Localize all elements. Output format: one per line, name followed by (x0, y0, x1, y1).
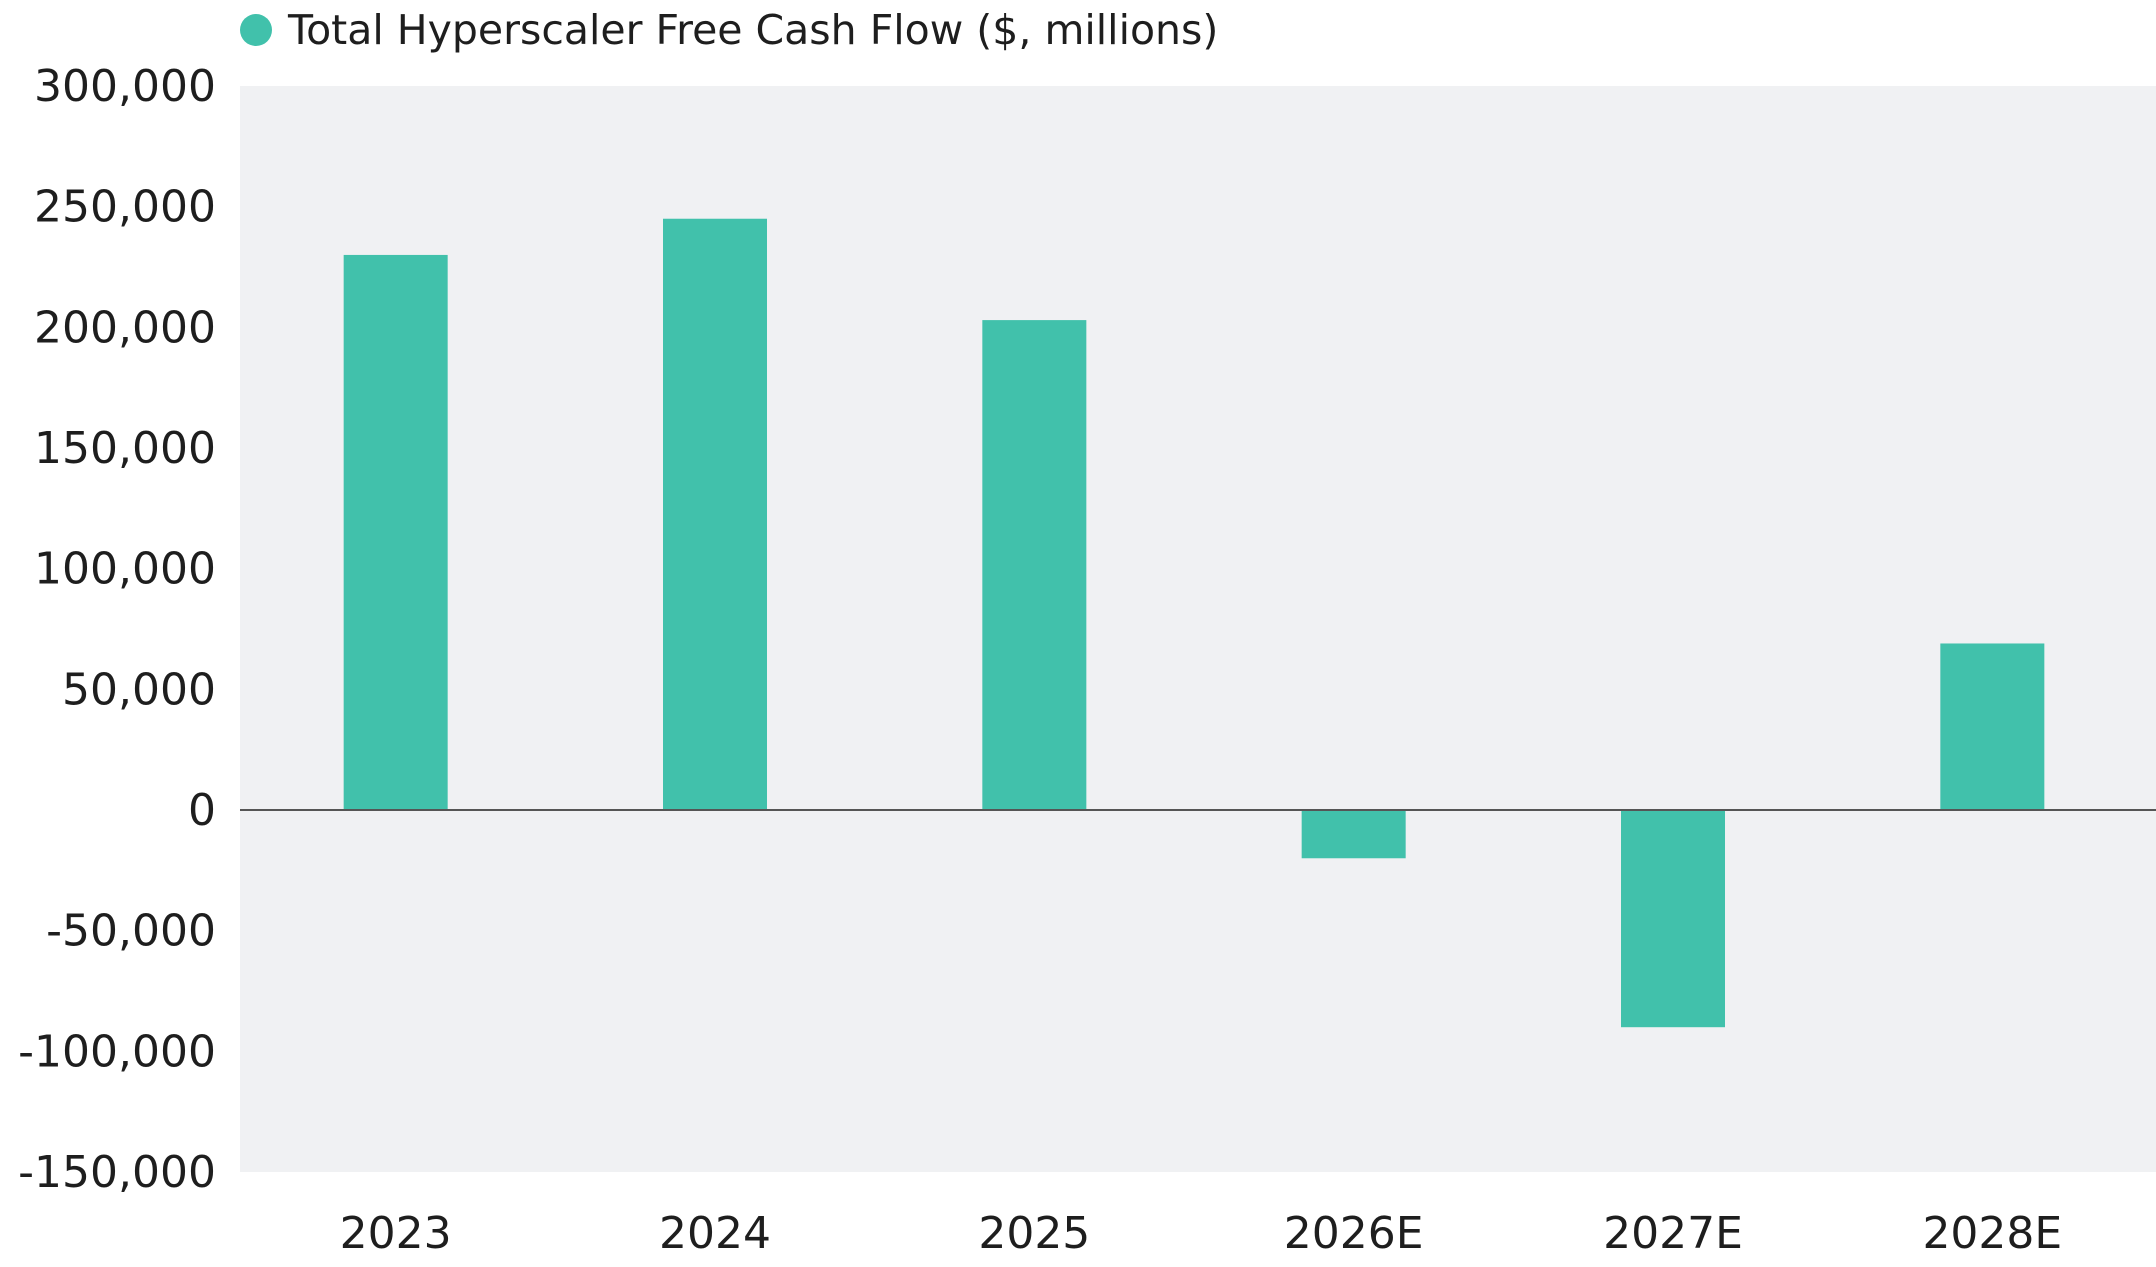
y-tick-label: -100,000 (18, 1026, 216, 1077)
y-tick-label: 100,000 (34, 544, 216, 595)
legend-swatch (240, 14, 272, 46)
x-axis-tick-labels: 2023 2024 2025 2026E 2027E 2028E (340, 1208, 2063, 1259)
bar-2025 (982, 320, 1087, 810)
y-tick-label: 0 (188, 785, 216, 836)
bar-2024 (663, 218, 767, 810)
y-tick-label: 250,000 (34, 182, 216, 233)
y-tick-label: 50,000 (62, 664, 216, 715)
x-tick-label-2026e: 2026E (1284, 1208, 1424, 1259)
plot-area-background (240, 86, 2156, 1172)
y-tick-label: 150,000 (34, 423, 216, 474)
y-tick-label: -150,000 (18, 1147, 216, 1198)
y-tick-label: -50,000 (46, 906, 216, 957)
y-tick-label: 200,000 (34, 302, 216, 353)
legend: Total Hyperscaler Free Cash Flow ($, mil… (240, 6, 1218, 54)
bar-2023 (343, 254, 448, 810)
bar-2026e (1301, 810, 1406, 859)
bars-group (343, 218, 2045, 1028)
bar-2027e (1621, 810, 1725, 1028)
x-tick-label-2025: 2025 (978, 1208, 1090, 1259)
y-tick-label: 300,000 (34, 61, 216, 112)
x-tick-label-2023: 2023 (340, 1208, 452, 1259)
y-axis-tick-labels: 300,000 250,000 200,000 150,000 100,000 50,00… (18, 61, 216, 1198)
x-tick-label-2028e: 2028E (1922, 1208, 2062, 1259)
x-tick-label-2024: 2024 (659, 1208, 771, 1259)
x-tick-label-2027e: 2027E (1603, 1208, 1743, 1259)
bar-2028e (1940, 643, 2045, 810)
legend-label: Total Hyperscaler Free Cash Flow ($, mil… (287, 6, 1218, 54)
